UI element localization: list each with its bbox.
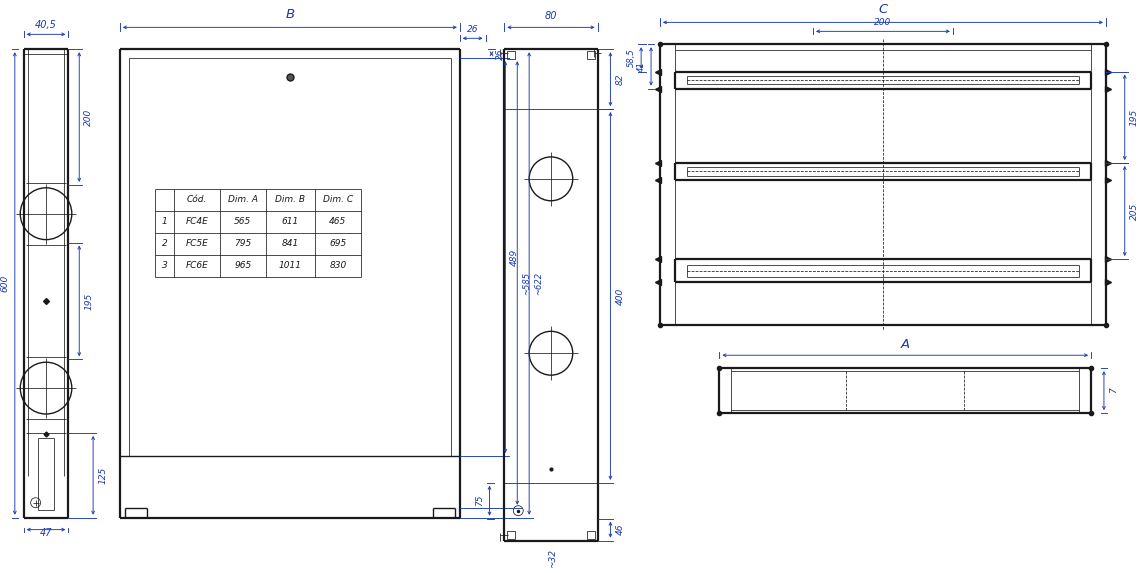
Text: 600: 600 <box>1 275 10 292</box>
Text: 565: 565 <box>234 217 252 226</box>
Text: A: A <box>901 338 910 351</box>
Text: 47: 47 <box>40 528 52 537</box>
Text: B: B <box>285 9 294 21</box>
Text: 75: 75 <box>475 495 484 507</box>
Text: 200: 200 <box>874 18 891 28</box>
Text: 40,5: 40,5 <box>35 21 57 30</box>
Text: 965: 965 <box>234 261 252 270</box>
Text: 795: 795 <box>234 239 252 248</box>
Bar <box>507 51 515 59</box>
Text: 841: 841 <box>282 239 299 248</box>
Text: 611: 611 <box>282 217 299 226</box>
Text: ~585: ~585 <box>522 272 531 295</box>
Text: 2: 2 <box>162 239 168 248</box>
Text: FC4E: FC4E <box>186 217 209 226</box>
Text: Dim. A: Dim. A <box>228 195 258 204</box>
Bar <box>587 531 595 539</box>
Text: Dim. B: Dim. B <box>276 195 306 204</box>
Text: 3: 3 <box>162 261 168 270</box>
Text: FC5E: FC5E <box>186 239 209 248</box>
Text: 58,5: 58,5 <box>627 49 636 68</box>
Text: 695: 695 <box>329 239 347 248</box>
Text: ~622: ~622 <box>535 272 543 295</box>
Text: 830: 830 <box>329 261 347 270</box>
Text: 80: 80 <box>545 11 557 21</box>
Text: 489: 489 <box>511 249 520 266</box>
Text: 195: 195 <box>84 292 93 309</box>
Text: 125: 125 <box>98 466 107 484</box>
Text: 41: 41 <box>637 61 646 72</box>
Text: Dim. C: Dim. C <box>323 195 353 204</box>
Text: 26: 26 <box>467 25 479 34</box>
Text: 205: 205 <box>1130 202 1139 219</box>
Text: 200: 200 <box>84 108 93 125</box>
Text: ~32: ~32 <box>548 548 557 568</box>
Text: 400: 400 <box>616 287 625 305</box>
Text: 1: 1 <box>162 217 168 226</box>
Text: 1011: 1011 <box>279 261 302 270</box>
Text: 195: 195 <box>1130 109 1139 126</box>
Text: 82: 82 <box>616 73 625 85</box>
Text: 7: 7 <box>1109 388 1118 394</box>
Text: C: C <box>878 3 888 17</box>
Text: FC6E: FC6E <box>186 261 209 270</box>
Text: Cód.: Cód. <box>187 195 207 204</box>
Bar <box>507 531 515 539</box>
Text: 465: 465 <box>329 217 347 226</box>
Text: 46: 46 <box>616 524 625 535</box>
Text: 26: 26 <box>496 48 505 60</box>
Bar <box>587 51 595 59</box>
